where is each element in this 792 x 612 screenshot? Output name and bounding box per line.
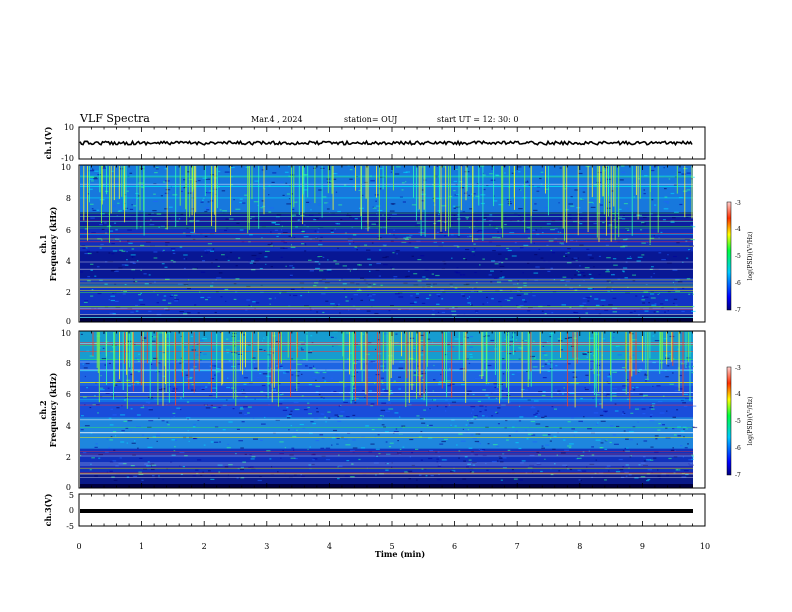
ch2-spec-ylabel-line1: ch.2 xyxy=(38,400,48,419)
ch3-ytick-m5: -5 xyxy=(66,522,74,531)
figure-start-ut: start UT = 12: 30: 0 xyxy=(437,115,518,124)
ch2-spec-ytick-8: 8 xyxy=(66,359,71,368)
ch1-ytick-bottom: -10 xyxy=(61,154,74,163)
ch1-volt-ylabel: ch.1(V) xyxy=(43,126,53,159)
ch2-cb-tick-m5: -5 xyxy=(735,418,741,425)
ch1-spec-ytick-8: 8 xyxy=(66,194,71,203)
time-axis-label: Time (min) xyxy=(375,549,425,559)
ch1-waveform-trace xyxy=(79,139,693,147)
figure-date: Mar.4 , 2024 xyxy=(251,115,303,124)
time-axis: 0 1 2 3 4 5 6 7 8 9 10 Time (min) xyxy=(76,542,710,559)
xtick-6: 6 xyxy=(452,542,457,551)
ch1-spectrogram-image xyxy=(80,165,696,322)
ch1-spec-ytick-6: 6 xyxy=(66,226,71,235)
ch1-cb-tick-m4: -4 xyxy=(735,226,741,233)
xtick-7: 7 xyxy=(515,542,520,551)
ch2-spec-ytick-2: 2 xyxy=(66,453,71,462)
xtick-5: 5 xyxy=(389,542,394,551)
ch3-ytick-0: 0 xyxy=(69,506,74,515)
ch2-spec-ylabel-line2: Frequency (kHz) xyxy=(48,372,58,447)
ch3-volt-ylabel: ch.3(V) xyxy=(43,493,53,526)
xtick-2: 2 xyxy=(202,542,207,551)
xtick-9: 9 xyxy=(640,542,645,551)
ch2-spectrogram-image xyxy=(80,331,698,488)
ch1-colorbar: -3 -4 -5 -6 -7 log(PSD)(V²/Hz) xyxy=(726,200,754,314)
ch3-waveform-trace xyxy=(80,509,693,513)
ch1-spectrogram-panel: 0 2 4 6 8 10 ch.1 Frequency (kHz) xyxy=(38,163,706,326)
ch1-spec-ylabel-line1: ch.1 xyxy=(38,234,48,253)
ch3-ytick-5: 5 xyxy=(69,491,74,500)
ch1-cb-tick-m6: -6 xyxy=(735,280,741,287)
ch2-spec-ytick-10: 10 xyxy=(61,329,71,338)
figure-title: VLF Spectra xyxy=(79,112,150,125)
xtick-10: 10 xyxy=(700,542,710,551)
ch1-cb-tick-m5: -5 xyxy=(735,253,741,260)
ch1-spec-ytick-4: 4 xyxy=(66,257,71,266)
ch2-spec-ytick-0: 0 xyxy=(66,483,71,492)
ch1-waveform-panel: 10 -10 ch.1(V) xyxy=(43,123,706,163)
xtick-4: 4 xyxy=(327,542,332,551)
ch2-cb-tick-m3: -3 xyxy=(735,365,741,372)
ch2-cb-tick-m7: -7 xyxy=(735,472,741,479)
figure-station: station= OUJ xyxy=(344,115,397,124)
ch2-colorbar-gradient xyxy=(726,366,732,476)
ch1-spec-ylabel-line2: Frequency (kHz) xyxy=(48,206,58,281)
ch1-cb-tick-m3: -3 xyxy=(735,200,741,207)
ch3-waveform-panel: 5 0 -5 ch.3(V) xyxy=(43,491,706,531)
ch1-spec-ytick-10: 10 xyxy=(61,163,71,172)
ch1-ytick-top: 10 xyxy=(64,123,74,132)
ch1-cb-label: log(PSD)(V²/Hz) xyxy=(747,232,754,281)
time-tick-marks xyxy=(78,127,706,526)
ch1-spec-ytick-2: 2 xyxy=(66,288,71,297)
xtick-8: 8 xyxy=(577,542,582,551)
ch1-colorbar-gradient xyxy=(726,201,732,311)
ch2-cb-label: log(PSD)(V²/Hz) xyxy=(747,397,754,446)
ch2-spectrogram-panel: 0 2 4 6 8 10 ch.2 Frequency (kHz) xyxy=(38,329,706,492)
ch1-spec-ytick-0: 0 xyxy=(66,317,71,326)
ch2-spec-ytick-6: 6 xyxy=(66,390,71,399)
xtick-0: 0 xyxy=(76,542,81,551)
ch2-spec-ytick-4: 4 xyxy=(66,422,71,431)
ch1-cb-tick-m7: -7 xyxy=(735,307,741,314)
ch2-cb-tick-m4: -4 xyxy=(735,391,741,398)
ch2-cb-tick-m6: -6 xyxy=(735,445,741,452)
xtick-1: 1 xyxy=(139,542,144,551)
xtick-3: 3 xyxy=(264,542,269,551)
ch2-colorbar: -3 -4 -5 -6 -7 log(PSD)(V²/Hz) xyxy=(726,365,754,479)
